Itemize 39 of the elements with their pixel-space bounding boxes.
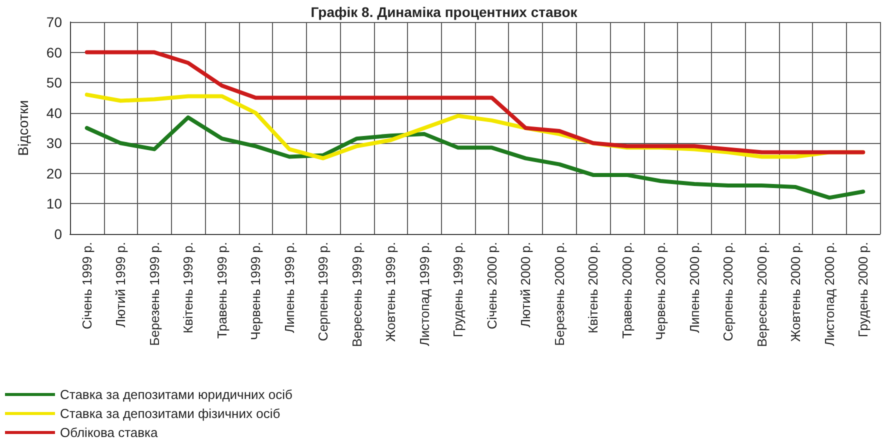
legend-label: Облікова ставка: [60, 425, 159, 440]
x-tick-label: Жовтень 2000 р.: [788, 242, 804, 342]
x-tick-label: Липень 1999 р.: [282, 242, 297, 333]
x-tick-label: Жовтень 1999 р.: [383, 242, 398, 342]
y-axis-title: Відсотки: [15, 100, 31, 156]
x-tick-label: Вересень 1999 р.: [349, 242, 364, 348]
x-tick-label: Листопад 1999 р.: [416, 242, 432, 346]
legend-label: Ставка за депозитами фізичних осіб: [60, 406, 280, 421]
x-tick-label: Серпень 2000 р.: [720, 242, 736, 342]
x-tick-label: Січень 1999 р.: [79, 242, 94, 330]
x-tick-label: Червень 1999 р.: [248, 242, 264, 340]
x-tick-label: Квітень 1999 р.: [180, 242, 196, 334]
y-tick-label: 10: [46, 196, 62, 212]
y-tick-label: 70: [46, 14, 62, 30]
x-tick-label: Листопад 2000 р.: [822, 242, 837, 346]
y-tick-label: 40: [46, 104, 62, 121]
x-tick-label: Квітень 2000 р.: [586, 242, 601, 334]
line-series: [84, 50, 866, 154]
x-tick-label: Вересень 2000 р.: [754, 242, 770, 348]
x-tick-label: Березень 1999 р.: [146, 242, 162, 346]
legend-label: Ставка за депозитами юридичних осіб: [60, 387, 292, 402]
x-tick-label: Лютий 2000 р.: [518, 242, 534, 328]
x-tick-label: Грудень 1999 р.: [450, 242, 466, 338]
x-tick-label: Травень 2000 р.: [619, 242, 634, 339]
x-tick-label: Травень 1999 р.: [214, 242, 230, 339]
x-tick-label: Січень 2000 р.: [484, 242, 500, 330]
y-tick-label: 60: [46, 44, 62, 60]
chart-title: Графік 8. Динаміка процентних ставок: [310, 4, 578, 20]
x-tick-label: Серпень 1999 р.: [316, 242, 331, 342]
x-tick-label: Червень 2000 р.: [653, 242, 668, 340]
x-tick-label: Лютий 1999 р.: [113, 242, 128, 328]
x-tick-label: Липень 2000 р.: [686, 242, 702, 333]
y-tick-label: 30: [46, 135, 62, 152]
y-tick-label: 50: [46, 74, 62, 91]
line-series: [84, 115, 866, 200]
x-tick-label: Березень 2000 р.: [552, 242, 567, 346]
x-tick-label: Грудень 2000 р.: [856, 242, 871, 338]
y-tick-label: 20: [46, 165, 62, 182]
y-tick-label: 0: [54, 226, 62, 242]
